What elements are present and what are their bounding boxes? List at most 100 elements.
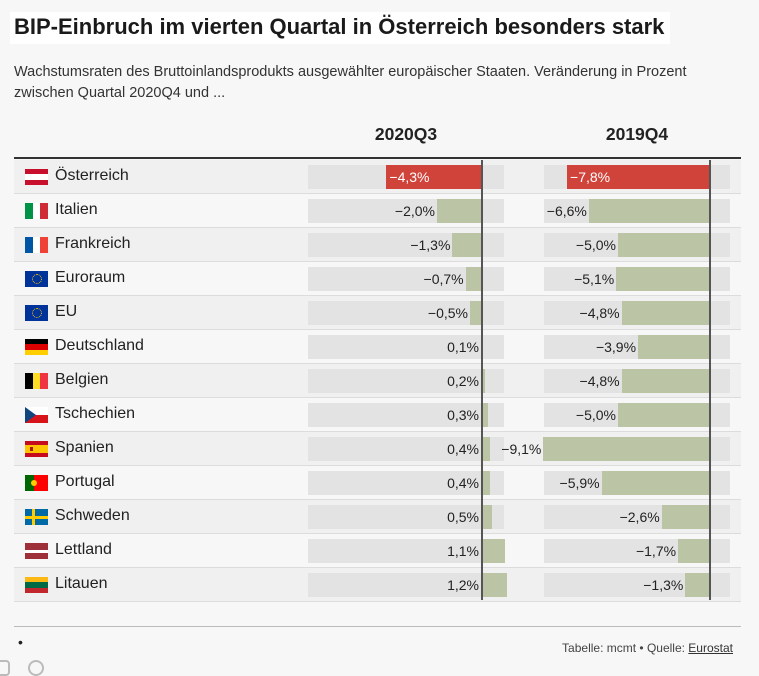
flag-stripe	[25, 169, 48, 175]
flag-stripe	[31, 274, 42, 284]
value-label: −0,5%	[427, 305, 468, 321]
country-label: Euroraum	[55, 269, 126, 286]
source-link-eurostat[interactable]: Eurostat	[688, 641, 733, 655]
data-bar	[618, 403, 709, 427]
flag-stripe	[25, 577, 48, 583]
data-bar	[452, 233, 481, 257]
flag-stripe	[30, 447, 33, 451]
value-label: −1,3%	[410, 237, 451, 253]
table-row: Spanien 0,4% −9,1%	[14, 432, 741, 466]
bar-track: 0,3%	[308, 403, 504, 427]
value-label: 1,2%	[447, 577, 479, 593]
country-label: Frankreich	[55, 235, 131, 252]
zero-line-2019q4	[709, 160, 711, 600]
table-row: Italien −2,0% −6,6%	[14, 194, 741, 228]
data-bar	[481, 437, 490, 461]
country-label: Österreich	[55, 167, 129, 184]
flag-stripe	[25, 445, 48, 453]
data-bar	[588, 199, 709, 223]
country-label: Schweden	[55, 507, 130, 524]
data-bar	[481, 403, 488, 427]
flag-it-icon	[25, 203, 48, 219]
value-label: 0,2%	[447, 373, 479, 389]
source-prefix: Tabelle: mcmt • Quelle:	[562, 641, 689, 655]
data-bar	[386, 165, 481, 189]
data-bar	[618, 233, 709, 257]
flag-es-icon	[25, 441, 48, 457]
value-label: 0,5%	[447, 509, 479, 525]
flag-stripe	[25, 237, 34, 253]
bar-track: −0,5%	[308, 301, 504, 325]
footer-bullet: •	[18, 634, 23, 650]
bar-track: −7,8%	[544, 165, 730, 189]
table-row: Österreich −4,3% −7,8%	[14, 160, 741, 194]
flag-stripe	[25, 407, 36, 423]
data-bar	[601, 471, 709, 495]
flag-fr-icon	[25, 237, 48, 253]
bar-track: −4,3%	[308, 165, 504, 189]
country-label: Italien	[55, 201, 98, 218]
value-label: 0,4%	[447, 475, 479, 491]
bar-track: −5,1%	[544, 267, 730, 291]
flag-stripe	[32, 509, 35, 525]
value-label: −1,3%	[643, 577, 684, 593]
bar-track: −4,8%	[544, 301, 730, 325]
table-row: Euroraum −0,7% −5,1%	[14, 262, 741, 296]
country-label: Deutschland	[55, 337, 144, 354]
table-row: Deutschland 0,1% −3,9%	[14, 330, 741, 364]
flag-stripe	[25, 587, 48, 593]
footer-divider	[14, 626, 741, 627]
table-row: Belgien 0,2% −4,8%	[14, 364, 741, 398]
value-label: −5,1%	[574, 271, 615, 287]
value-label: −2,0%	[394, 203, 435, 219]
flag-eu-icon	[25, 271, 48, 287]
flag-eu-icon	[25, 305, 48, 321]
data-bar	[567, 165, 709, 189]
country-label: Belgien	[55, 371, 109, 388]
data-bar	[638, 335, 709, 359]
data-bar	[621, 369, 709, 393]
value-label: 1,1%	[447, 543, 479, 559]
flag-stripe	[32, 373, 41, 389]
bar-track: 0,4%	[308, 471, 504, 495]
flag-stripe	[25, 415, 48, 423]
data-bar	[685, 573, 709, 597]
flag-stripe	[25, 582, 48, 589]
country-label: Tschechien	[55, 405, 136, 422]
country-label: Lettland	[55, 541, 112, 558]
table-row: Portugal 0,4% −5,9%	[14, 466, 741, 500]
data-bar	[481, 539, 506, 563]
bar-track: −0,7%	[308, 267, 504, 291]
table-row: EU −0,5% −4,8%	[14, 296, 741, 330]
chart-title: BIP-Einbruch im vierten Quartal in Öster…	[10, 12, 671, 44]
bar-track: −1,7%	[544, 539, 730, 563]
bar-track: 0,2%	[308, 369, 504, 393]
flag-stripe	[25, 174, 48, 181]
chart-tool-icon[interactable]	[0, 660, 10, 676]
flag-stripe	[25, 344, 48, 351]
embed-code-icon[interactable]	[28, 660, 44, 676]
country-label: Portugal	[55, 473, 115, 490]
bar-track: −4,8%	[544, 369, 730, 393]
value-label: −0,7%	[423, 271, 464, 287]
flag-de-icon	[25, 339, 48, 355]
data-bar	[465, 267, 481, 291]
flag-stripe	[25, 475, 34, 491]
bar-track: −9,1%	[501, 437, 730, 461]
value-label: −5,9%	[559, 475, 600, 491]
bar-track: 0,1%	[308, 335, 504, 359]
country-label: Litauen	[55, 575, 108, 592]
value-label: −2,6%	[619, 509, 660, 525]
value-label: 0,3%	[447, 407, 479, 423]
data-bar	[470, 301, 481, 325]
table-row: Tschechien 0,3% −5,0%	[14, 398, 741, 432]
table-row: Frankreich −1,3% −5,0%	[14, 228, 741, 262]
bar-track: −1,3%	[308, 233, 504, 257]
flag-cz-icon	[25, 407, 48, 423]
value-label: −5,0%	[575, 407, 616, 423]
flag-be-icon	[25, 373, 48, 389]
data-bar	[661, 505, 709, 529]
flag-stripe	[25, 373, 34, 389]
flag-lt-icon	[25, 577, 48, 593]
flag-stripe	[40, 373, 48, 389]
